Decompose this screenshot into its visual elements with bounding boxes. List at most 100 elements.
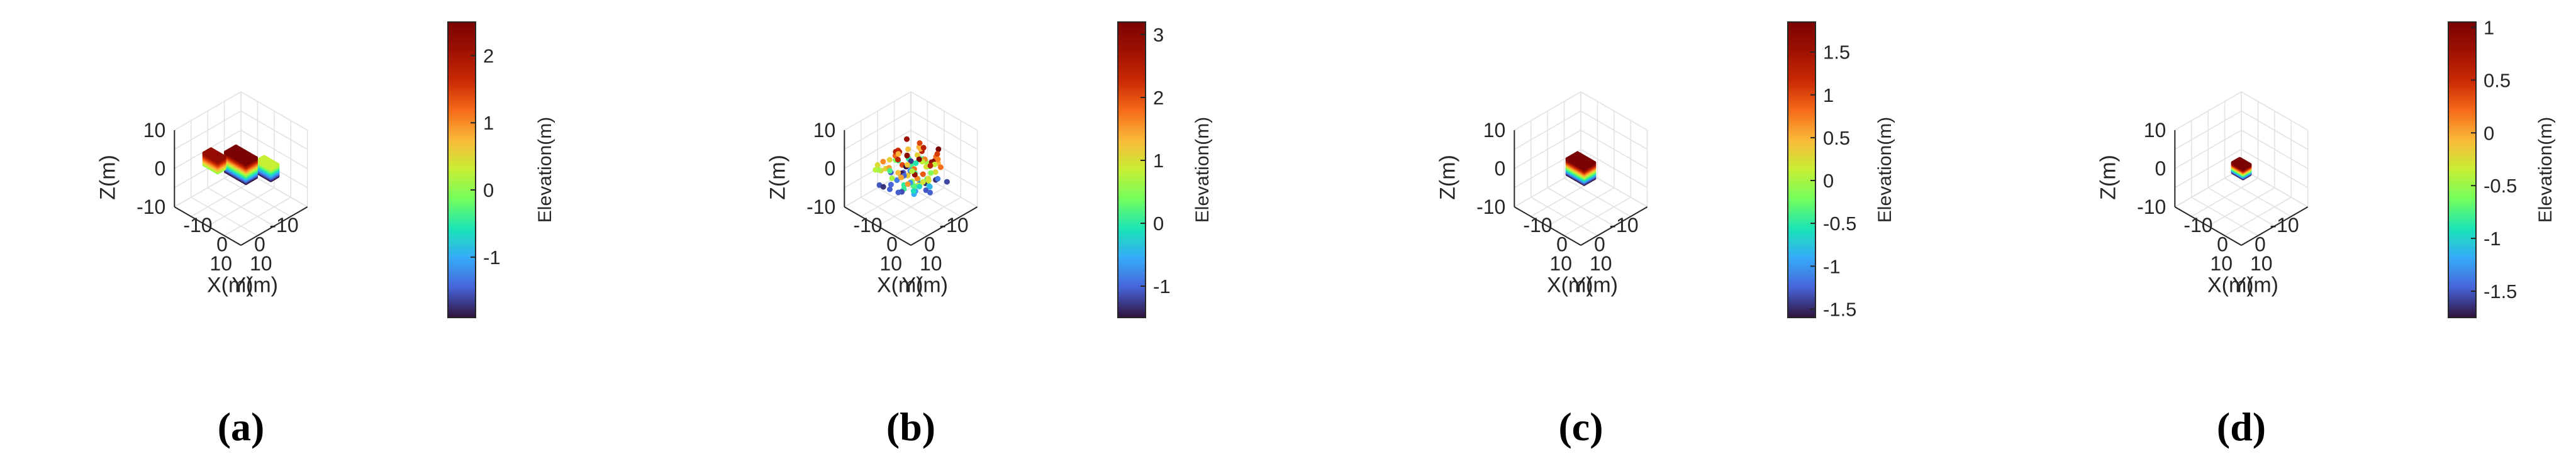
- data-point: [927, 163, 934, 169]
- x-tick-label: 10: [1549, 252, 1572, 275]
- colorbar-tick-label: 1: [483, 112, 494, 134]
- colorbar-tick-label: 2: [1153, 87, 1164, 109]
- y-axis-label: Y(m): [901, 274, 948, 297]
- axis-line: [1580, 206, 1648, 246]
- data-point: [887, 168, 893, 174]
- grid-line: [224, 197, 291, 236]
- colorbar-tick-label: 0: [2484, 122, 2494, 144]
- y-axis-label: Y(m): [231, 274, 278, 297]
- grid-line: [240, 91, 308, 131]
- grid-line: [1564, 197, 1631, 236]
- colorbar-tick-label: -1: [1153, 275, 1171, 297]
- z-tick-label: 0: [1495, 157, 1506, 180]
- data-point: [895, 151, 901, 157]
- grid-line: [1547, 187, 1615, 227]
- colorbar-tick-label: -0.5: [2484, 175, 2517, 197]
- data-point: [909, 168, 915, 174]
- data-point: [887, 186, 893, 192]
- panel-label: (b): [886, 404, 935, 449]
- data-point: [895, 189, 901, 196]
- x-tick-label: -10: [939, 214, 968, 236]
- data-point: [894, 177, 900, 183]
- data-point: [913, 160, 919, 166]
- data-point: [917, 184, 922, 190]
- colorbar-tick-label: 1: [1823, 84, 1834, 106]
- z-tick-label: 10: [143, 119, 166, 141]
- colorbar-tick-label: -1.5: [2484, 280, 2517, 302]
- data-point: [935, 175, 941, 182]
- colorbar-tick-label: -1: [1823, 255, 1841, 277]
- data-point: [904, 152, 910, 158]
- colorbar: [447, 21, 476, 318]
- z-tick-label: 10: [813, 119, 836, 141]
- axis-line: [2174, 206, 2242, 246]
- axes: [1514, 130, 1648, 246]
- colorbar: [1117, 21, 1146, 318]
- colorbar-tick-label: -1: [2484, 228, 2501, 250]
- x-tick-label: -10: [1609, 214, 1638, 236]
- data-point: [923, 187, 929, 193]
- y-tick-label: 10: [2250, 252, 2273, 275]
- data-point: [916, 156, 922, 162]
- y-tick-label: 0: [1556, 233, 1568, 256]
- grid-line: [877, 187, 945, 227]
- x-tick-label: 0: [254, 233, 265, 256]
- data-point: [905, 146, 911, 152]
- z-tick-label: -10: [1476, 196, 1505, 218]
- x-axis-label: X(m): [207, 274, 254, 297]
- z-tick-label: 10: [1483, 119, 1506, 141]
- chart-panel-b: 100-10-10010-10010Z(m)X(m)Y(m)3210-1Elev…: [766, 21, 1213, 449]
- grid-line: [2241, 91, 2309, 131]
- x-axis-label: X(m): [2207, 274, 2254, 297]
- data-point: [898, 174, 904, 180]
- grid-line: [844, 91, 912, 131]
- z-tick-label: 0: [2155, 157, 2166, 180]
- y-tick-label: -10: [183, 214, 212, 236]
- data-point: [935, 156, 941, 162]
- grid-line: [844, 110, 912, 150]
- y-tick-label: -10: [2183, 214, 2212, 236]
- grid-line: [1580, 110, 1648, 150]
- data-point: [920, 179, 926, 185]
- data-point: [934, 151, 940, 157]
- y-axis-label: Y(m): [2232, 274, 2278, 297]
- grid-line: [894, 197, 961, 236]
- z-tick-label: -10: [2137, 196, 2166, 218]
- y-tick-label: 10: [250, 252, 272, 275]
- grid-line: [2224, 197, 2292, 236]
- grid-line: [2191, 197, 2258, 236]
- chart-panel-c: 100-10-10010-10010Z(m)X(m)Y(m)1.510.50-0…: [1436, 21, 1895, 449]
- data-point: [1582, 166, 1586, 171]
- axis-line: [1514, 206, 1581, 246]
- colorbar-tick-label: 0: [1823, 170, 1834, 192]
- grid-line: [1514, 110, 1581, 150]
- data-point: [927, 184, 933, 190]
- data-point: [908, 158, 914, 164]
- grid-line: [2174, 110, 2242, 150]
- colorbar-tick-label: -1: [483, 247, 501, 269]
- grid-line: [240, 110, 308, 150]
- point-cloud: [873, 136, 950, 197]
- colorbar-tick-label: 3: [1153, 24, 1164, 46]
- y-tick-label: 0: [886, 233, 898, 256]
- z-axis-label: Z(m): [766, 155, 789, 200]
- axes: [2174, 130, 2309, 246]
- data-point: [905, 181, 911, 187]
- data-point: [895, 157, 901, 163]
- z-tick-label: -10: [137, 196, 165, 218]
- colorbar: [1787, 21, 1816, 318]
- colorbar: [2448, 21, 2477, 318]
- colorbar-label: Elevation(m): [1192, 117, 1213, 223]
- data-point: [932, 169, 939, 175]
- x-tick-label: 10: [2210, 252, 2233, 275]
- grid-line: [2174, 91, 2242, 131]
- data-point: [927, 189, 933, 196]
- colorbar-tick-label: 0.5: [2484, 69, 2511, 91]
- data-point: [912, 183, 918, 189]
- data-point: [944, 179, 950, 185]
- point-cloud: [202, 144, 280, 186]
- z-axis-label: Z(m): [96, 155, 120, 200]
- colorbar-label: Elevation(m): [1875, 117, 1895, 223]
- data-point: [874, 162, 881, 168]
- data-point: [269, 166, 273, 171]
